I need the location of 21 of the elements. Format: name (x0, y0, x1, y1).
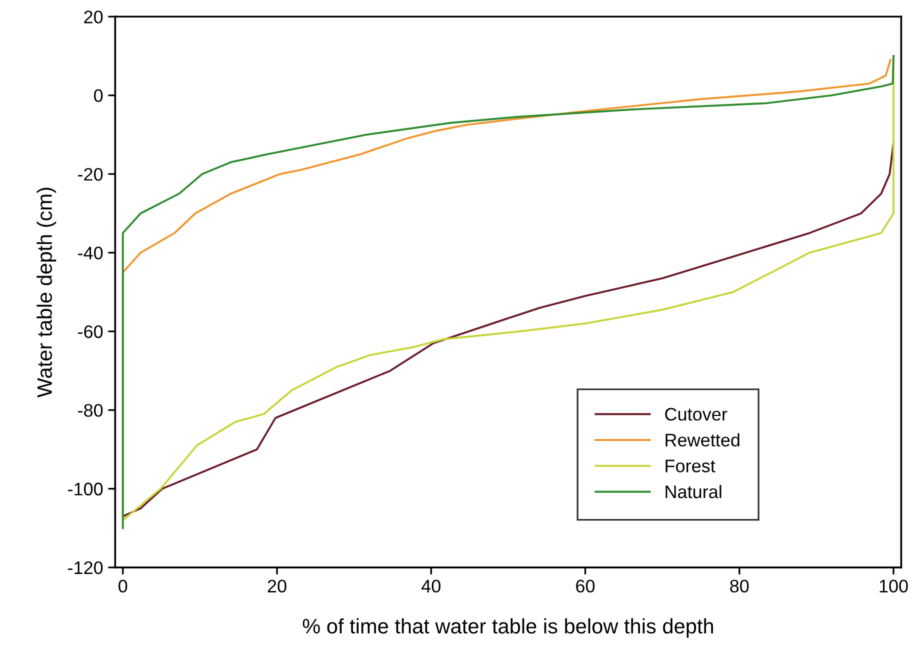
y-tick-label: -60 (78, 325, 103, 338)
x-tick-label: 20 (268, 580, 286, 592)
x-tick-label: 40 (421, 580, 440, 592)
legend-label: Forest (666, 460, 716, 472)
y-tick-label: -40 (78, 246, 103, 260)
y-axis-title: Water table depth (cm) (36, 188, 56, 398)
y-tick-label: -100 (68, 482, 103, 496)
x-tick-label: 100 (880, 580, 908, 592)
x-tick-label: 60 (576, 580, 595, 592)
y-tick-label: 0 (94, 89, 103, 102)
y-tick-label: 20 (84, 10, 103, 24)
y-tick-label: -20 (78, 168, 103, 181)
legend-label: Cutover (665, 408, 728, 421)
legend-label: Rewetted (666, 433, 740, 447)
x-tick-label: 80 (730, 580, 749, 592)
y-tick-label: -80 (78, 404, 103, 417)
line-series (122, 142, 894, 518)
y-tick-label: -120 (68, 561, 103, 574)
x-axis-title: % of time that water table is below this depth (302, 618, 713, 638)
x-tick-label: 0 (118, 580, 128, 592)
legend-label: Natural (666, 484, 722, 498)
